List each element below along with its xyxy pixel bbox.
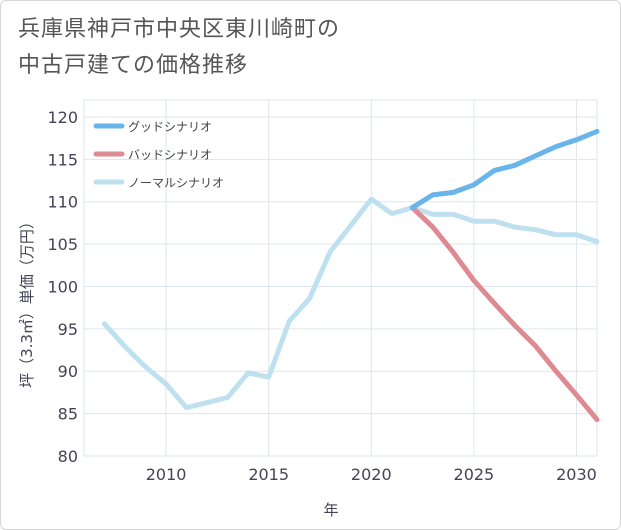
y-tick-label: 100: [47, 277, 78, 296]
legend-good-label: グッドシナリオ: [128, 120, 212, 134]
chart-title-line-1: 兵庫県神戸市中央区東川崎町の: [18, 17, 341, 42]
y-axis-title: 坪（3.3㎡）単価（万円）: [18, 214, 36, 388]
y-tick-label: 95: [58, 320, 78, 339]
y-tick-label: 85: [58, 405, 78, 424]
good-scenario-line: [409, 128, 600, 211]
normal-scenario-line: [102, 196, 600, 411]
grid-lines: [83, 99, 598, 457]
x-axis-title: 年: [323, 501, 338, 519]
series-lines: [102, 128, 600, 423]
y-tick-label: 110: [47, 193, 78, 212]
bad-scenario-line: [409, 205, 600, 423]
y-axis-ticks: 80 85 90 95 100 105 110 115 120: [47, 108, 78, 466]
y-tick-label: 90: [58, 362, 78, 381]
x-tick-label: 2015: [248, 465, 289, 484]
legend-normal-label: ノーマルシナリオ: [128, 176, 224, 190]
legend-bad-label: バッドシナリオ: [128, 148, 212, 162]
x-tick-label: 2030: [556, 465, 597, 484]
x-tick-label: 2020: [351, 465, 392, 484]
y-tick-label: 80: [58, 447, 78, 466]
x-axis-ticks: 2010 2015 2020 2025 2030: [146, 465, 597, 484]
x-tick-label: 2025: [454, 465, 495, 484]
chart-title-line-2: 中古戸建ての価格推移: [18, 53, 249, 78]
y-tick-label: 115: [47, 150, 78, 169]
x-tick-label: 2010: [146, 465, 187, 484]
y-tick-label: 120: [47, 108, 78, 127]
chart-title: 兵庫県神戸市中央区東川崎町の 中古戸建ての価格推移: [18, 12, 340, 84]
y-tick-label: 105: [47, 235, 78, 254]
